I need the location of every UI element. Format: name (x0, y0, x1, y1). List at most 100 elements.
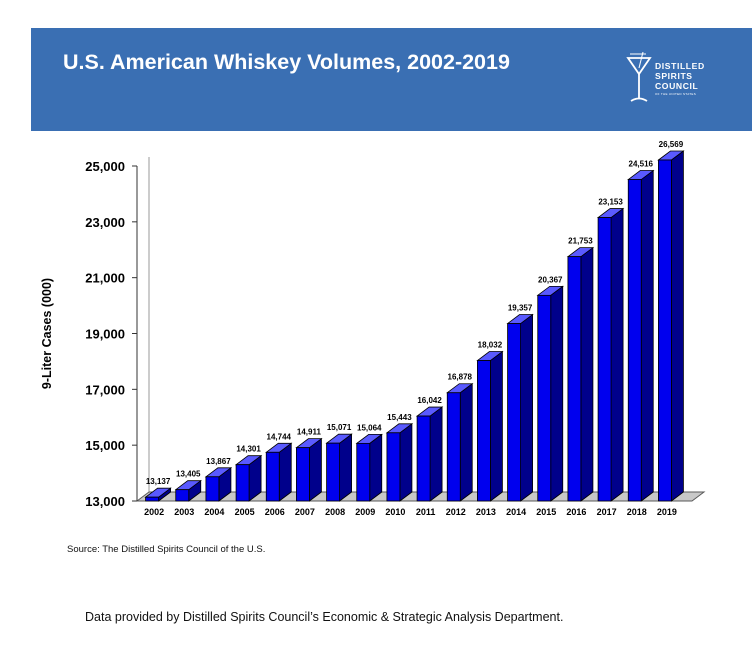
bar-2016 (566, 246, 595, 502)
distilled-spirits-council-logo: DISTILLED SPIRITS COUNCIL OF THE UNITED … (626, 52, 726, 104)
x-tick-label: 2008 (325, 507, 345, 517)
x-tick-label: 2017 (597, 507, 617, 517)
data-label: 15,443 (387, 413, 412, 422)
bar-front (567, 256, 582, 502)
bar-2014 (506, 313, 534, 502)
bar-front (175, 489, 190, 502)
chart-labels: 13,000 15,000 17,000 19,000 21,000 23,000 25,0… (40, 140, 684, 517)
x-tick-label: 2005 (235, 507, 255, 517)
bar-front (356, 442, 371, 502)
x-tick-label: 2013 (476, 507, 496, 517)
x-tick-label: 2018 (627, 507, 647, 517)
data-label: 26,569 (659, 140, 684, 149)
bar-side (580, 246, 594, 502)
x-tick-label: 2007 (295, 507, 315, 517)
bar-side (399, 422, 413, 502)
bar-front (627, 179, 642, 502)
bar-2004 (204, 466, 233, 502)
bar-2010 (385, 422, 414, 502)
data-label: 23,153 (598, 198, 623, 207)
bar-front (265, 451, 280, 502)
bar-front (416, 415, 431, 502)
bar-2009 (355, 433, 383, 502)
data-label: 16,878 (448, 373, 473, 382)
bar-side (278, 442, 292, 502)
x-tick-label: 2010 (385, 507, 405, 517)
bar-front (296, 447, 310, 502)
bar-front (446, 392, 461, 502)
bar-front (537, 294, 552, 502)
bar-2019 (657, 150, 685, 502)
bar-side (490, 350, 503, 502)
bar-side (610, 207, 624, 502)
bar-2017 (596, 207, 625, 502)
x-tick-label: 2014 (506, 507, 526, 517)
bar-side (459, 382, 473, 502)
y-tick-label: 17,000 (85, 382, 125, 397)
bar-2003 (174, 479, 202, 502)
bar-2015 (536, 285, 564, 502)
x-tick-label: 2011 (416, 507, 436, 517)
y-tick-label: 23,000 (85, 215, 125, 230)
bar-front (658, 159, 672, 502)
data-label: 13,137 (146, 477, 171, 486)
x-tick-label: 2009 (355, 507, 375, 517)
logo-word: DISTILLED (655, 61, 705, 71)
title-banner (31, 28, 752, 131)
x-tick-label: 2004 (204, 507, 224, 517)
data-label: 18,032 (478, 341, 503, 350)
bar-2005 (234, 454, 263, 502)
bar-front (326, 442, 340, 502)
bar-2018 (627, 169, 655, 502)
source-note: Source: The Distilled Spirits Council of… (67, 544, 266, 555)
data-label: 20,367 (538, 275, 563, 284)
x-tick-label: 2019 (657, 507, 677, 517)
y-axis-title: 9-Liter Cases (000) (40, 278, 54, 389)
bar-side (640, 169, 654, 502)
data-label: 14,301 (236, 445, 261, 454)
bar-front (205, 476, 220, 502)
martini-glass-icon (626, 52, 652, 102)
data-label: 15,071 (327, 423, 352, 432)
y-tick-label: 15,000 (85, 438, 125, 453)
data-label: 14,911 (297, 428, 322, 437)
y-tick-label: 25,000 (85, 159, 125, 174)
bar-2011 (415, 406, 444, 502)
logo-word: SPIRITS (655, 71, 693, 81)
bar-side (671, 150, 684, 502)
bar-2002 (144, 487, 172, 502)
bar-front (507, 323, 521, 502)
x-tick-label: 2006 (265, 507, 285, 517)
data-label: 19,357 (508, 304, 533, 313)
data-label: 13,867 (206, 457, 231, 466)
data-label: 14,744 (267, 432, 292, 441)
data-label: 15,064 (357, 423, 382, 432)
bar-2007 (295, 437, 323, 502)
bar-side (550, 285, 564, 502)
bar-2013 (476, 350, 504, 502)
bar-front (477, 360, 491, 502)
bar-front (597, 217, 612, 502)
data-label: 16,042 (417, 396, 442, 405)
bar-2008 (325, 433, 353, 502)
bar-front (386, 432, 401, 502)
logo-subline: OF THE UNITED STATES (655, 92, 697, 96)
page-title: U.S. American Whiskey Volumes, 2002-2019 (63, 50, 510, 74)
bar-side (369, 433, 383, 502)
bar-side (520, 313, 533, 502)
bar-side (339, 433, 352, 502)
y-tick-label: 19,000 (85, 327, 125, 342)
x-tick-label: 2003 (174, 507, 194, 517)
x-tick-label: 2012 (446, 507, 466, 517)
bar-2006 (265, 442, 293, 502)
footer-note: Data provided by Distilled Spirits Counc… (85, 610, 564, 624)
bar-side (309, 437, 322, 502)
whiskey-volume-bar-chart: 13,000 15,000 17,000 19,000 21,000 23,000 25,0… (40, 140, 706, 517)
bar-front (235, 464, 250, 502)
y-tick-label: 13,000 (85, 494, 125, 509)
logo-word: COUNCIL (655, 81, 699, 91)
data-label: 21,753 (568, 237, 593, 246)
bar-side (429, 406, 443, 502)
x-tick-label: 2016 (566, 507, 586, 517)
bar-2012 (446, 382, 474, 502)
